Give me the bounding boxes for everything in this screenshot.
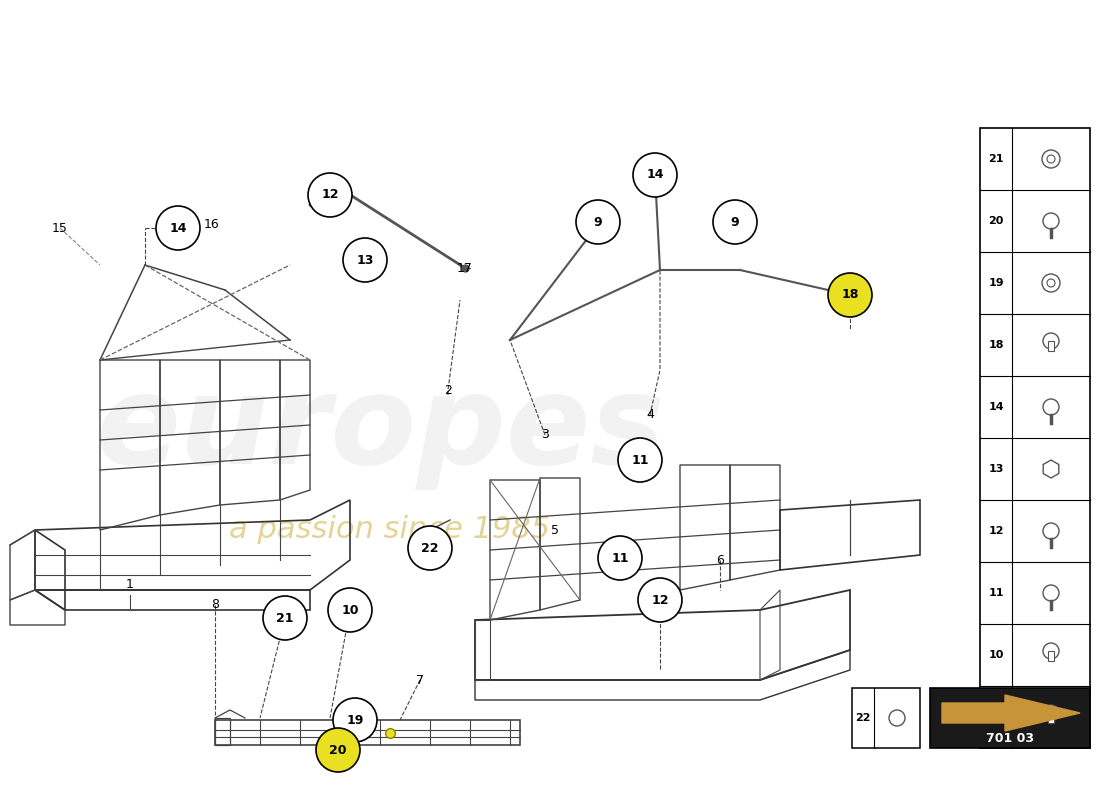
Text: 18: 18 [988, 340, 1003, 350]
Circle shape [1043, 213, 1059, 229]
Circle shape [713, 200, 757, 244]
Text: 22: 22 [856, 713, 871, 723]
Text: 2: 2 [444, 383, 452, 397]
Circle shape [1043, 643, 1059, 659]
Text: 8: 8 [211, 598, 219, 611]
Text: 21: 21 [988, 154, 1003, 164]
Circle shape [1043, 399, 1059, 415]
Text: 21: 21 [276, 611, 294, 625]
Circle shape [638, 578, 682, 622]
Text: a passion since 1985: a passion since 1985 [230, 515, 551, 545]
Text: 20: 20 [329, 743, 346, 757]
Text: 12: 12 [988, 526, 1003, 536]
Text: 1: 1 [126, 578, 134, 591]
Circle shape [618, 438, 662, 482]
Text: 13: 13 [356, 254, 374, 266]
Text: 18: 18 [842, 289, 859, 302]
Bar [1048, 341, 1054, 351]
Polygon shape [930, 688, 1090, 748]
Text: 19: 19 [346, 714, 364, 726]
Circle shape [343, 238, 387, 282]
Circle shape [632, 153, 676, 197]
Text: 13: 13 [988, 464, 1003, 474]
Text: 14: 14 [647, 169, 663, 182]
Text: 11: 11 [612, 551, 629, 565]
Text: 19: 19 [988, 278, 1004, 288]
Circle shape [1047, 155, 1055, 163]
Circle shape [333, 698, 377, 742]
Circle shape [408, 526, 452, 570]
Text: 15: 15 [52, 222, 68, 234]
Text: 4: 4 [646, 409, 653, 422]
Circle shape [328, 588, 372, 632]
Text: 7: 7 [416, 674, 424, 686]
Circle shape [1043, 705, 1059, 721]
Circle shape [308, 173, 352, 217]
Circle shape [1042, 274, 1060, 292]
Text: 11: 11 [631, 454, 649, 466]
Bar [1048, 713, 1054, 723]
Text: 3: 3 [541, 429, 549, 442]
Circle shape [1043, 585, 1059, 601]
Circle shape [156, 206, 200, 250]
Text: 22: 22 [421, 542, 439, 554]
Circle shape [828, 273, 872, 317]
Text: 11: 11 [988, 588, 1003, 598]
Circle shape [1043, 333, 1059, 349]
Text: 9: 9 [730, 215, 739, 229]
Text: 10: 10 [341, 603, 359, 617]
Text: 20: 20 [988, 216, 1003, 226]
Text: europes: europes [95, 370, 664, 490]
Circle shape [263, 596, 307, 640]
Text: 12: 12 [321, 189, 339, 202]
Text: 9: 9 [992, 712, 1000, 722]
Circle shape [316, 728, 360, 772]
Bar [1048, 651, 1054, 661]
Text: 14: 14 [988, 402, 1004, 412]
Circle shape [889, 710, 905, 726]
Text: 16: 16 [205, 218, 220, 231]
Circle shape [1042, 150, 1060, 168]
Text: 5: 5 [551, 523, 559, 537]
Circle shape [576, 200, 620, 244]
Text: 14: 14 [169, 222, 187, 234]
Text: 10: 10 [988, 650, 1003, 660]
Text: 9: 9 [594, 215, 603, 229]
Circle shape [1047, 279, 1055, 287]
Text: 17: 17 [458, 262, 473, 274]
Circle shape [1043, 523, 1059, 539]
Polygon shape [942, 695, 1080, 731]
Text: 6: 6 [716, 554, 724, 566]
Text: 12: 12 [651, 594, 669, 606]
Text: 701 03: 701 03 [986, 731, 1034, 745]
Circle shape [598, 536, 642, 580]
